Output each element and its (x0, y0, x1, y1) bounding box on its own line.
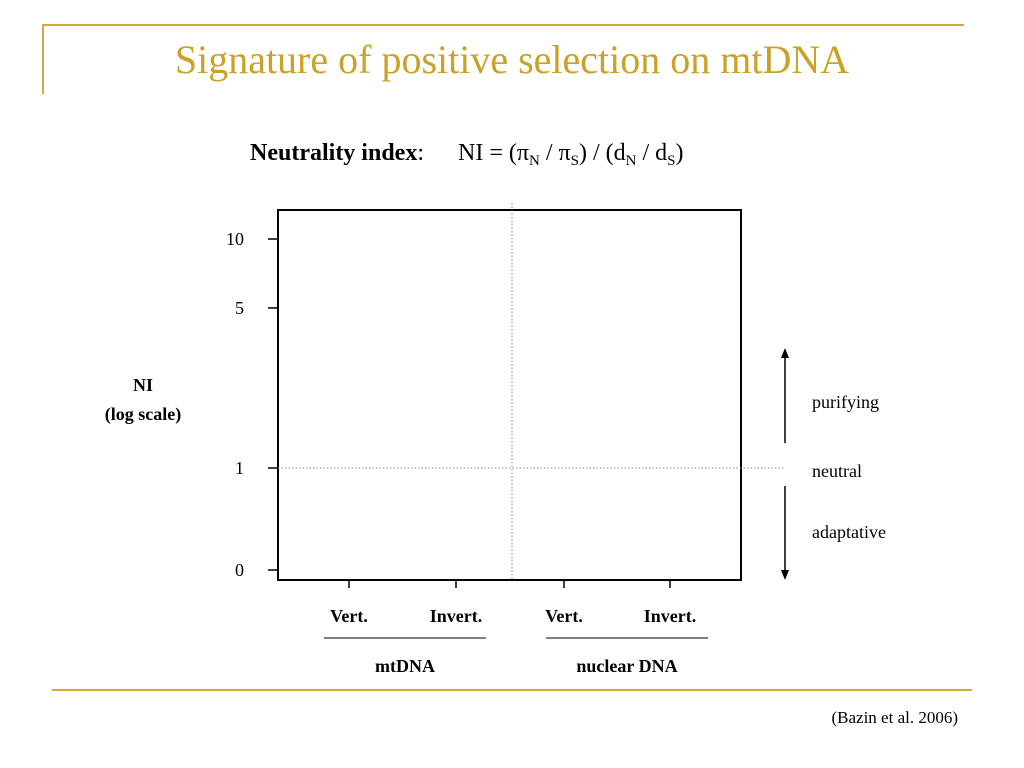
region-label-neutral: neutral (812, 461, 862, 481)
y-axis-label-line1: NI (133, 375, 153, 395)
left-accent-rule (42, 24, 44, 94)
formula-slash-1: / (539, 140, 559, 166)
formula-slash-2: / (636, 140, 656, 166)
region-label-purifying: purifying (812, 392, 879, 412)
x-axis-categories: Vert. Invert. Vert. Invert. (330, 580, 696, 626)
y-tick-label-3: 10 (226, 229, 244, 249)
formula-label: Neutrality index (250, 140, 418, 166)
formula-sub-ds: S (667, 153, 676, 169)
x-category-label-2: Vert. (545, 606, 583, 626)
plot-frame (277, 209, 742, 581)
formula-sub-n: N (528, 153, 540, 169)
purifying-arrow-head (781, 348, 789, 358)
x-axis-groups: mtDNA nuclear DNA (324, 637, 708, 676)
formula-pi-s: π (558, 140, 571, 166)
formula-sub-s: S (570, 153, 579, 169)
formula-close: ) (675, 140, 684, 166)
y-axis-ticks: 0 1 5 10 (226, 229, 278, 580)
formula-pi-n: π (516, 140, 529, 166)
group-label-1: nuclear DNA (576, 656, 677, 676)
x-category-label-0: Vert. (330, 606, 368, 626)
y-tick-label-2: 5 (235, 298, 244, 318)
x-category-label-1: Invert. (430, 606, 483, 626)
neutrality-index-formula: Neutrality index: NI = (πN / πS) / (dN / … (250, 140, 684, 169)
slide-title: Signature of positive selection on mtDNA (174, 37, 850, 82)
bottom-accent-rule (52, 689, 972, 691)
region-label-adaptative: adaptative (812, 522, 886, 542)
adaptative-arrow-head (781, 570, 789, 580)
y-axis-label-line2: (log scale) (105, 404, 181, 425)
formula-mid: ) / (d (578, 140, 626, 166)
formula-sub-dn: N (625, 153, 637, 169)
y-tick-label-0: 0 (235, 560, 244, 580)
formula-colon: : (417, 140, 424, 166)
top-accent-rule (42, 24, 964, 26)
formula-lhs: NI = ( (458, 140, 517, 166)
citation: (Bazin et al. 2006) (831, 708, 958, 727)
formula-d: d (655, 140, 668, 166)
x-category-label-3: Invert. (644, 606, 697, 626)
group-label-0: mtDNA (375, 656, 435, 676)
y-tick-label-1: 1 (235, 458, 244, 478)
